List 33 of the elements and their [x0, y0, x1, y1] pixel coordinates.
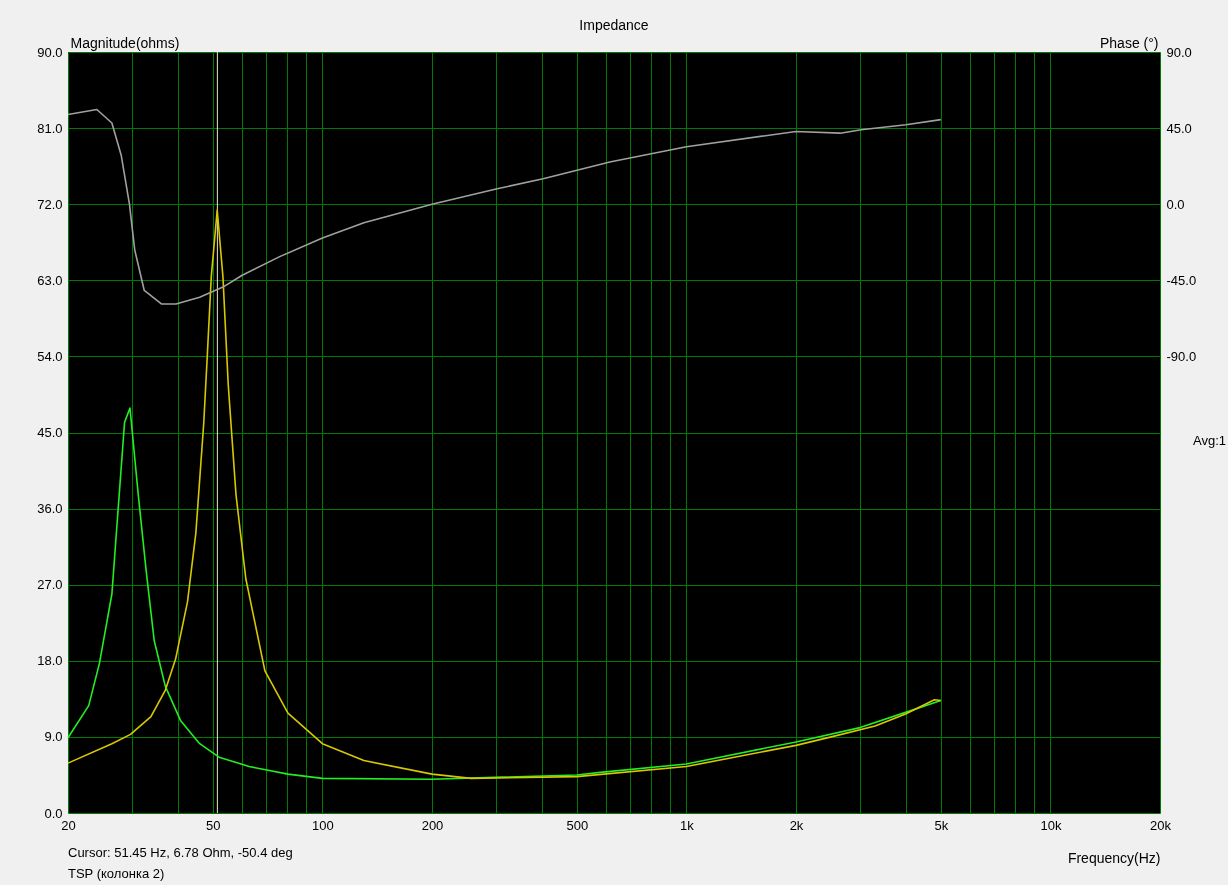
x-axis-title: Frequency(Hz) [1067, 849, 1161, 866]
y2-axis-title: Phase (°) [1099, 34, 1159, 51]
x-tick-label: 2k [789, 817, 804, 833]
y2-tick-label: -90.0 [1166, 348, 1197, 364]
y-tick-label: 54.0 [37, 348, 63, 364]
y-tick-label: 72.0 [37, 196, 63, 212]
y-tick-label: 63.0 [37, 272, 63, 288]
text: Avg:1 [1192, 433, 1226, 448]
x-tick-label: 200 [421, 817, 444, 833]
x-tick-label: 20k [1150, 817, 1172, 833]
y-tick-label: 9.0 [44, 729, 63, 745]
y2-tick-label: 90.0 [1166, 44, 1192, 60]
y2-tick-label: 0.0 [1166, 196, 1185, 212]
x-tick-label: 100 [312, 817, 334, 833]
x-tick-label: 50 [206, 817, 221, 833]
x-tick-label: 1k [680, 817, 695, 833]
text: TSP (колонка 2) [68, 866, 165, 881]
x-tick-label: 10k [1040, 817, 1062, 833]
y-tick-label: 90.0 [37, 44, 63, 60]
x-tick-label: 20 [61, 817, 76, 833]
x-tick-label: 500 [566, 817, 589, 833]
y-tick-label: 0.0 [44, 805, 63, 821]
chart-title: Impedance [579, 17, 649, 33]
y2-tick-label: -45.0 [1166, 272, 1197, 288]
y-tick-label: 27.0 [37, 577, 63, 593]
y-axis-title: Magnitude(ohms) [70, 34, 180, 51]
y-tick-label: 36.0 [37, 501, 63, 517]
text: Cursor: 51.45 Hz, 6.78 Ohm, -50.4 deg [68, 845, 293, 860]
y-tick-label: 18.0 [37, 653, 63, 669]
y-tick-label: 45.0 [37, 425, 63, 440]
y2-tick-label: 45.0 [1166, 120, 1192, 136]
y-tick-label: 81.0 [37, 120, 63, 136]
x-tick-label: 5k [934, 817, 949, 833]
